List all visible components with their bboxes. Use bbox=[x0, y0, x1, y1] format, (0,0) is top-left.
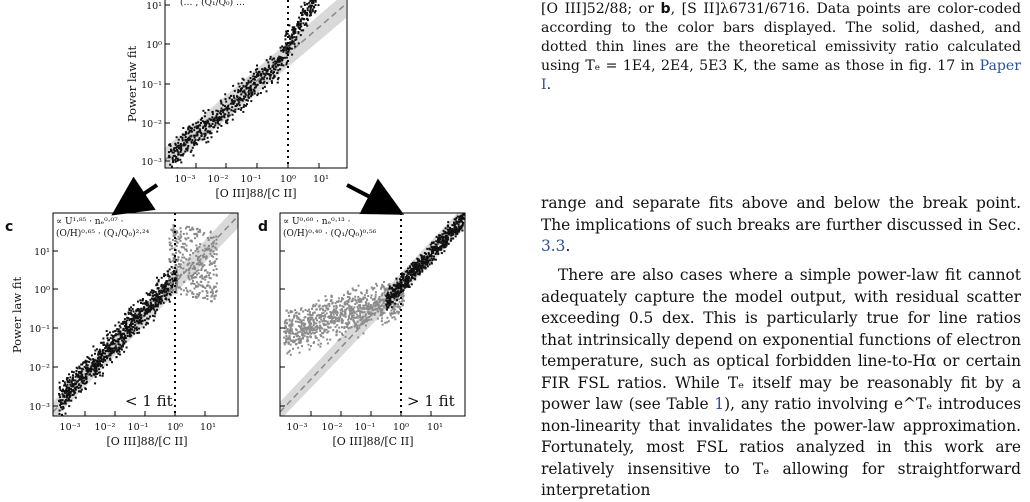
panel-c-xtick-2: 10⁻¹ bbox=[128, 422, 149, 433]
panel-d-xtick-3: 10⁰ bbox=[393, 422, 409, 433]
top-xtick-1: 10⁻² bbox=[208, 174, 229, 185]
top-formula-fragment: (… , (Q₁/Q₀) … bbox=[180, 0, 245, 8]
panel-c-xtick-1: 10⁻² bbox=[95, 422, 116, 433]
panel-d-xtick-2: 10⁻¹ bbox=[355, 422, 376, 433]
para2-text-a: There are also cases where a simple powe… bbox=[541, 266, 1021, 413]
body-paragraph-1: range and separate fits above and below … bbox=[541, 193, 1021, 258]
panel-d-xtick-0: 10⁻³ bbox=[287, 422, 308, 433]
panel-c-formula-line1: ∝ U¹·⁸⁵ · nₑ⁰·⁰⁷ · bbox=[56, 217, 124, 227]
panel-d-note: > 1 fit bbox=[407, 392, 455, 410]
panel-c-label: c bbox=[5, 219, 13, 235]
table-link[interactable]: 1 bbox=[714, 395, 724, 413]
panel-c-ytick-3: 10⁻² bbox=[29, 363, 50, 374]
body-paragraph-2: There are also cases where a simple powe… bbox=[541, 265, 1021, 502]
panel-d-formula-line1: ∝ U⁰·⁶⁰ · nₑ⁰·¹³ · bbox=[283, 217, 351, 227]
arrow-to-panel-c bbox=[118, 185, 157, 211]
panel-c-xtick-4: 10¹ bbox=[200, 422, 216, 433]
figure-caption: [O III]52/88; or b, [S II]λ6731/6716. Da… bbox=[541, 0, 1021, 95]
panel-c: c 10¹ 10⁰ 10⁻¹ 10⁻² 10⁻³ 10⁻³ 10⁻² 10⁻¹ … bbox=[5, 205, 238, 448]
panel-c-y-axis-label: Power law fit bbox=[10, 276, 24, 353]
section-link[interactable]: 3.3 bbox=[541, 237, 565, 255]
panel-c-formula-line2: (O/H)⁰·⁶⁵ · (Q₁/Q₀)²·²⁴ bbox=[56, 228, 150, 239]
top-y-axis-label: Power law fit bbox=[125, 45, 139, 122]
top-xtick-4: 10¹ bbox=[313, 174, 329, 185]
panel-d: d 10⁻³ 10⁻² 10⁻¹ 10⁰ 10¹ [O III]88/[C II… bbox=[258, 205, 465, 448]
panel-c-ytick-0: 10¹ bbox=[34, 247, 50, 258]
panel-c-ytick-2: 10⁻¹ bbox=[29, 324, 50, 335]
panel-c-note: < 1 fit bbox=[125, 392, 173, 410]
top-x-axis-label: [O III]88/[C II] bbox=[215, 187, 296, 200]
panel-c-xtick-0: 10⁻³ bbox=[60, 422, 81, 433]
top-xtick-2: 10⁻¹ bbox=[241, 174, 262, 185]
caption-text-after: . bbox=[547, 77, 551, 93]
panel-c-ytick-1: 10⁰ bbox=[34, 285, 50, 296]
top-ytick-1: 10⁰ bbox=[146, 40, 162, 51]
top-ytick-2: 10⁻¹ bbox=[141, 80, 162, 91]
figure: 10¹ 10⁰ 10⁻¹ 10⁻² 10⁻³ 10⁻³ 10⁻² 10⁻¹ 10… bbox=[0, 0, 520, 473]
panel-c-xtick-3: 10⁰ bbox=[167, 422, 183, 433]
top-xtick-0: 10⁻³ bbox=[175, 174, 196, 185]
para1-text: range and separate fits above and below … bbox=[541, 194, 1021, 234]
panel-d-xtick-1: 10⁻² bbox=[322, 422, 343, 433]
caption-text-before: [O III]52/88; or bbox=[541, 1, 661, 17]
top-panel: 10¹ 10⁰ 10⁻¹ 10⁻² 10⁻³ 10⁻³ 10⁻² 10⁻¹ 10… bbox=[125, 0, 347, 200]
top-ytick-0: 10¹ bbox=[146, 1, 162, 12]
panel-c-ytick-4: 10⁻³ bbox=[29, 402, 50, 413]
top-xtick-3: 10⁰ bbox=[280, 174, 296, 185]
panel-d-label: d bbox=[258, 219, 268, 235]
arrow-to-panel-d bbox=[347, 185, 397, 211]
panel-c-x-axis-label: [O III]88/[C II] bbox=[106, 435, 187, 448]
panel-d-xtick-4: 10¹ bbox=[427, 422, 443, 433]
top-ytick-4: 10⁻³ bbox=[141, 157, 162, 168]
caption-b-label: b bbox=[661, 1, 671, 17]
panel-d-x-axis-label: [O III]88/[C II] bbox=[332, 435, 413, 448]
para1-end: . bbox=[565, 237, 570, 255]
top-ytick-3: 10⁻² bbox=[141, 119, 162, 130]
panel-d-formula-line2: (O/H)⁰·⁴⁰ · (Q₁/Q₀)⁰·⁵⁶ bbox=[283, 228, 377, 239]
